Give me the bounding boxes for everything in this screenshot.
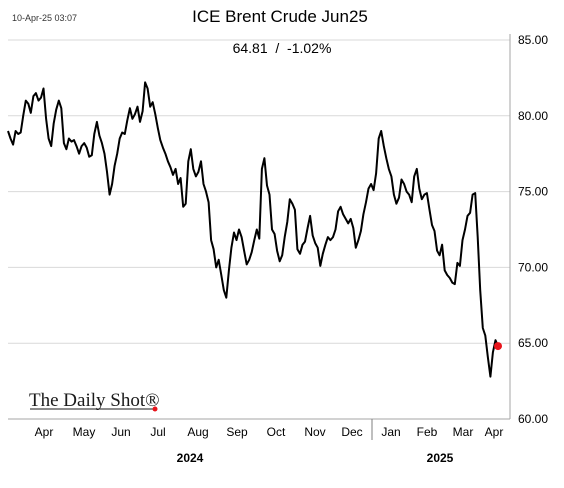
x-tick-label: Sep: [226, 425, 248, 439]
y-tick-label: 70.00: [518, 260, 548, 274]
x-tick-label: Dec: [341, 425, 362, 439]
y-tick-label: 80.00: [518, 109, 548, 123]
x-tick-label: Oct: [267, 425, 286, 439]
y-tick-label: 60.00: [518, 412, 548, 426]
y-tick-label: 85.00: [518, 33, 548, 47]
last-value-marker: [494, 342, 502, 351]
x-tick-label: Jul: [150, 425, 165, 439]
y-tick-labels: 60.00 65.00 70.00 75.00 80.00 85.00: [518, 33, 548, 426]
x-tick-label: Apr: [485, 425, 504, 439]
x-tick-label: May: [73, 425, 96, 439]
daily-shot-watermark: The Daily Shot®: [29, 390, 160, 411]
watermark-dot: [152, 406, 158, 412]
chart-title: ICE Brent Crude Jun25: [192, 7, 368, 26]
x-tick-label: Nov: [304, 425, 325, 439]
y-tick-label: 75.00: [518, 185, 548, 199]
timestamp: 10-Apr-25 03:07: [12, 13, 77, 23]
chart-axes: [8, 34, 511, 440]
year-labels: 2024 2025: [177, 451, 454, 465]
chart-subtitle: 64.81 / -1.02%: [233, 40, 332, 56]
x-tick-label: Feb: [417, 425, 438, 439]
x-tick-label: Jun: [111, 425, 130, 439]
series-line: [7, 81, 499, 378]
y-tick-label: 65.00: [518, 336, 548, 350]
year-label: 2025: [427, 451, 454, 465]
x-tick-label: Mar: [453, 425, 474, 439]
x-tick-label: Apr: [35, 425, 54, 439]
year-label: 2024: [177, 451, 204, 465]
x-tick-labels: Apr May Jun Jul Aug Sep Oct Nov Dec Jan Feb Mar Apr: [35, 425, 504, 439]
x-tick-label: Jan: [381, 425, 400, 439]
x-tick-label: Aug: [187, 425, 208, 439]
